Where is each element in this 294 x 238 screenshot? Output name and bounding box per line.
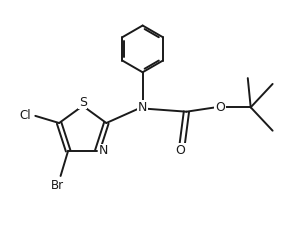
Text: O: O xyxy=(215,101,225,114)
Text: Br: Br xyxy=(51,179,64,192)
Text: O: O xyxy=(176,144,186,157)
Text: S: S xyxy=(79,96,87,109)
Text: N: N xyxy=(138,101,147,114)
Text: Cl: Cl xyxy=(19,109,31,122)
Text: N: N xyxy=(99,144,108,157)
